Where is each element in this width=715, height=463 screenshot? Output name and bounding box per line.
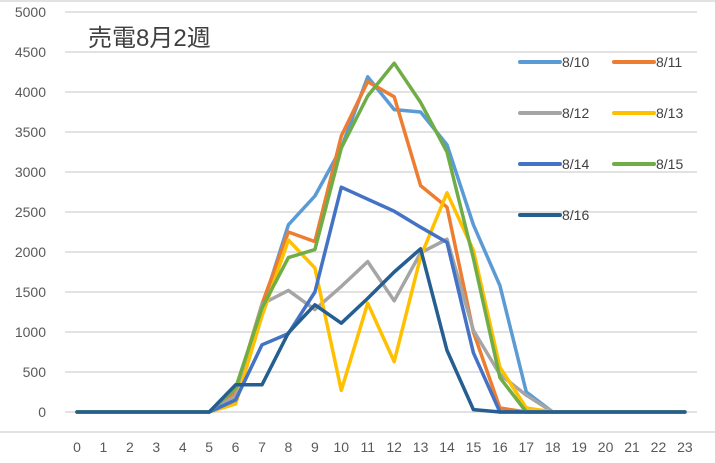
- x-tick-label: 6: [232, 439, 240, 455]
- y-tick-label: 2500: [15, 204, 46, 220]
- legend-item-8-11: 8/11: [612, 54, 682, 70]
- legend-item-8-10: 8/10: [518, 54, 589, 70]
- legend-label: 8/13: [656, 105, 683, 121]
- y-tick-label: 3000: [15, 164, 46, 180]
- legend-item-8-14: 8/14: [518, 156, 589, 172]
- series-line-8-12: [75, 237, 687, 414]
- legend-item-8-13: 8/13: [612, 105, 683, 121]
- x-tick-label: 11: [360, 439, 375, 455]
- chart-title: 売電8月2週: [88, 25, 211, 52]
- x-tick-label: 4: [179, 439, 187, 455]
- x-tick-label: 9: [311, 439, 319, 455]
- y-tick-label: 1000: [15, 324, 46, 340]
- legend-item-8-12: 8/12: [518, 105, 589, 121]
- legend-item-8-16: 8/16: [518, 207, 589, 223]
- x-tick-label: 21: [624, 439, 640, 455]
- y-tick-label: 4000: [15, 84, 46, 100]
- y-tick-label: 2000: [15, 244, 46, 260]
- x-tick-label: 20: [598, 439, 614, 455]
- legend-label: 8/15: [656, 156, 683, 172]
- legend: 8/10 8/11 8/12 8/13 8/14 8/15 8/16: [518, 54, 683, 223]
- series-line-8-13: [75, 191, 687, 414]
- x-tick-label: 22: [651, 439, 667, 455]
- x-axis: 0 1 2 3 4 5 6 7 8 9 10 11 12 13 14 15 16 17 18 19 20 21 22 23: [73, 439, 693, 455]
- series-line-8-11: [75, 79, 687, 414]
- y-tick-label: 500: [23, 364, 47, 380]
- x-tick-label: 23: [677, 439, 693, 455]
- y-tick-label: 1500: [15, 284, 46, 300]
- y-tick-label: 4500: [15, 44, 46, 60]
- gridlines: [65, 11, 697, 413]
- x-tick-label: 12: [386, 439, 402, 455]
- x-tick-label: 14: [439, 439, 455, 455]
- x-tick-label: 17: [519, 439, 535, 455]
- series-line-8-10: [75, 75, 687, 414]
- x-tick-label: 13: [413, 439, 429, 455]
- series-line-8-16: [75, 247, 687, 414]
- x-tick-label: 15: [466, 439, 482, 455]
- x-tick-label: 2: [126, 439, 134, 455]
- legend-item-8-15: 8/15: [612, 156, 683, 172]
- legend-label: 8/14: [562, 156, 589, 172]
- series-line-8-14: [75, 185, 687, 414]
- x-tick-label: 3: [152, 439, 160, 455]
- legend-label: 8/16: [562, 207, 589, 223]
- y-axis: 0 500 1000 1500 2000 2500 3000 3500 4000 4500 5000: [15, 4, 46, 420]
- x-tick-label: 5: [205, 439, 213, 455]
- y-tick-label: 0: [38, 404, 46, 420]
- x-tick-label: 18: [545, 439, 561, 455]
- x-tick-label: 16: [492, 439, 508, 455]
- x-tick-label: 8: [285, 439, 293, 455]
- x-tick-label: 10: [334, 439, 350, 455]
- y-tick-label: 5000: [15, 4, 46, 20]
- legend-label: 8/10: [562, 54, 589, 70]
- x-tick-label: 7: [258, 439, 266, 455]
- x-tick-label: 1: [100, 439, 108, 455]
- x-tick-label: 19: [571, 439, 587, 455]
- series-line-8-15: [75, 61, 687, 414]
- y-tick-label: 3500: [15, 124, 46, 140]
- legend-label: 8/11: [656, 54, 682, 70]
- legend-label: 8/12: [562, 105, 589, 121]
- x-tick-label: 0: [73, 439, 81, 455]
- series-lines: [75, 61, 687, 414]
